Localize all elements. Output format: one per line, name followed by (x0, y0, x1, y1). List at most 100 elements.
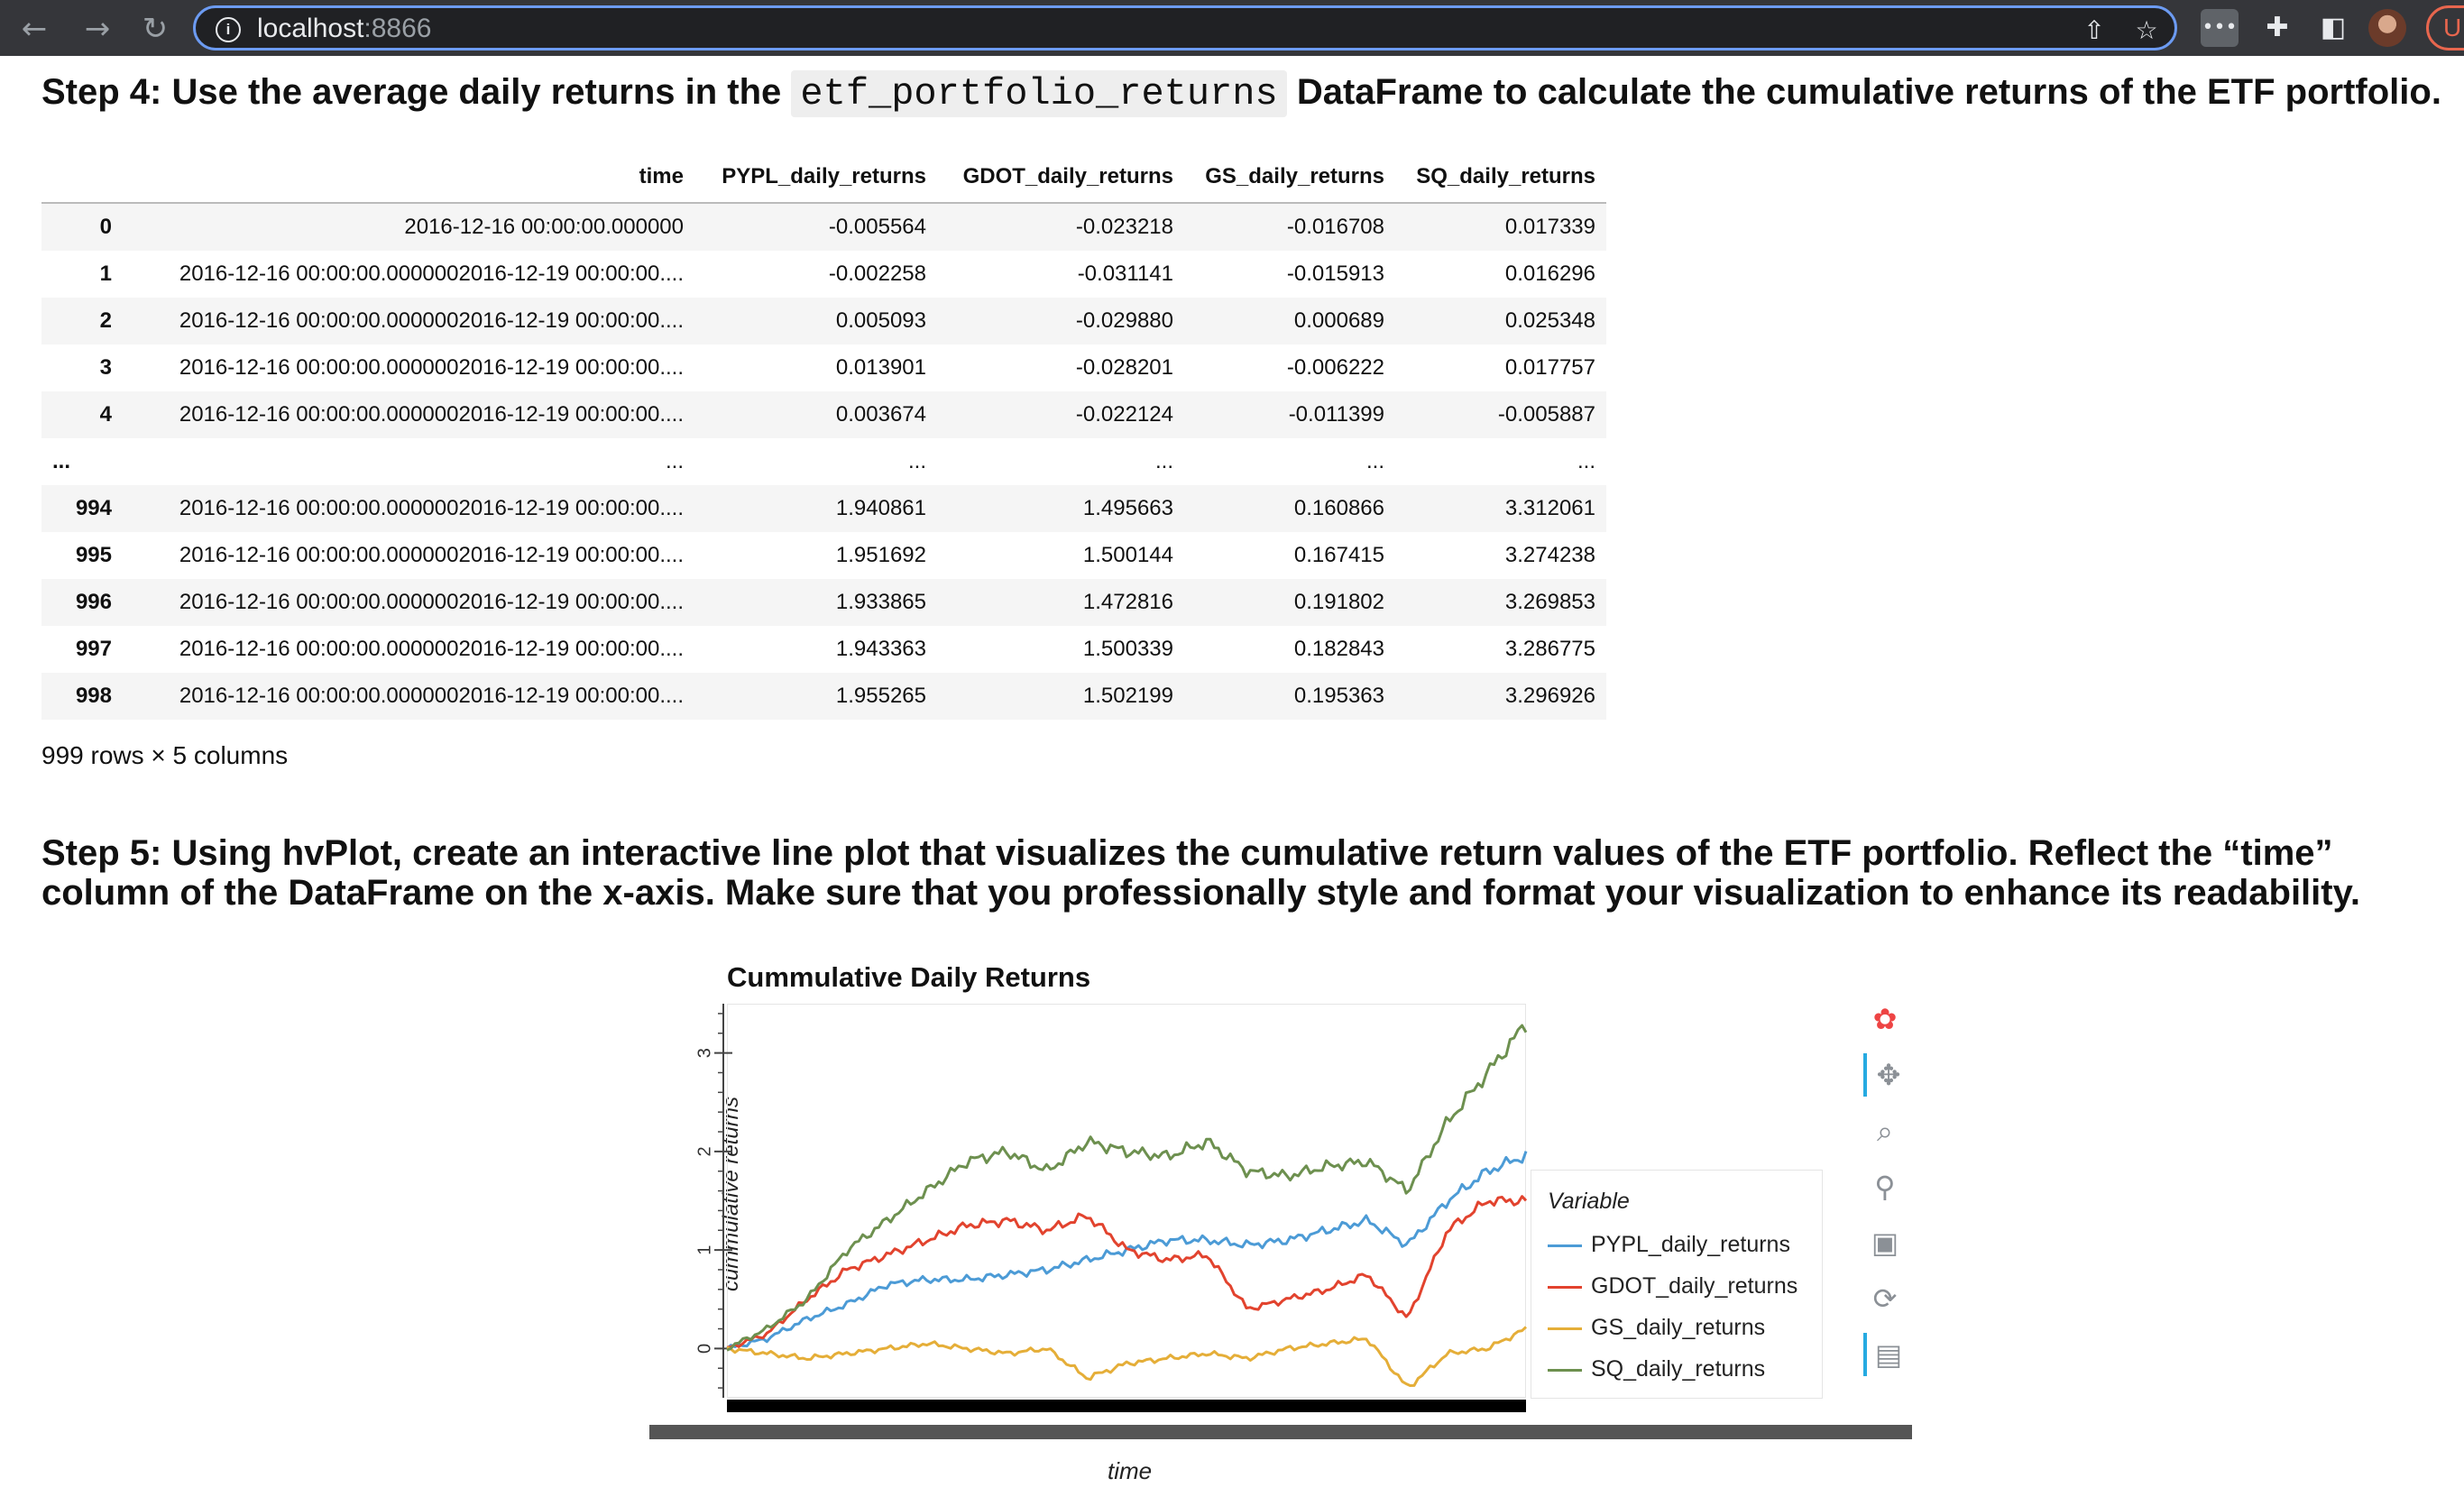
bokeh-logo-icon[interactable]: ✿ (1872, 1002, 1898, 1036)
header-time: time (123, 152, 694, 204)
series-line-GDOT_daily_returns[interactable] (726, 1195, 1528, 1349)
cell-time: 2016-12-16 00:00:00.0000002016-12-19 00:… (179, 402, 684, 427)
cell-gdot: 1.472816 (1082, 590, 1173, 614)
side-panel-icon[interactable]: ◧ (2320, 12, 2347, 43)
cell-gs: -0.006222 (1286, 355, 1384, 380)
table-row: 3 2016-12-16 00:00:00.0000002016-12-19 0… (41, 344, 1606, 391)
back-icon[interactable]: ← (21, 11, 48, 47)
horizontal-scrollbar[interactable] (649, 1425, 1912, 1439)
wheel-zoom-icon[interactable]: ⚲ (1874, 1170, 1896, 1204)
extension-icon[interactable]: ••• (2201, 9, 2239, 47)
puzzle-icon[interactable]: ✚ (2266, 12, 2289, 43)
share-icon[interactable]: ⇧ (2083, 15, 2105, 45)
header-gdot: GDOT_daily_returns (937, 152, 1184, 204)
url-host: localhost (257, 14, 364, 43)
cell-sq: 3.312061 (1504, 496, 1595, 520)
table-row: 995 2016-12-16 00:00:00.0000002016-12-19… (41, 532, 1606, 579)
save-icon[interactable]: ▣ (1871, 1226, 1899, 1260)
x-axis-ticks (727, 1400, 1526, 1412)
y-tick-label: 3 (694, 1048, 714, 1058)
cell-gs: -0.011399 (1288, 402, 1384, 427)
cell-gdot: -0.028201 (1075, 355, 1173, 380)
cell-time: 2016-12-16 00:00:00.0000002016-12-19 00:… (179, 590, 684, 614)
address-bar[interactable]: i localhost:8866 ⇧ ☆ (193, 5, 2177, 51)
hover-icon[interactable]: ▤ (1863, 1333, 1910, 1376)
header-sq: SQ_daily_returns (1395, 152, 1606, 204)
cell-sq: 0.016296 (1504, 262, 1595, 286)
legend-swatch (1548, 1285, 1582, 1289)
series-line-SQ_daily_returns[interactable] (726, 1024, 1528, 1352)
legend-label: GS_daily_returns (1591, 1315, 1766, 1340)
avatar[interactable] (2368, 9, 2406, 47)
cell-gs: ... (1365, 449, 1384, 473)
row-index: ... (52, 449, 71, 473)
cell-sq: ... (1577, 449, 1595, 473)
cell-time: 2016-12-16 00:00:00.0000002016-12-19 00:… (179, 496, 684, 520)
cell-gdot: ... (1154, 449, 1173, 473)
reset-icon[interactable]: ⟳ (1872, 1281, 1898, 1316)
legend-item[interactable]: GS_daily_returns (1548, 1315, 1765, 1342)
chart-toolbar: ✿ ✥ ⌕ ⚲ ▣ ⟳ ▤ (1854, 997, 1917, 1394)
reload-icon[interactable]: ↻ (142, 11, 169, 47)
cell-time: 2016-12-16 00:00:00.0000002016-12-19 00:… (179, 637, 684, 661)
cell-sq: 3.274238 (1504, 543, 1595, 567)
legend-item[interactable]: GDOT_daily_returns (1548, 1273, 1797, 1300)
series-line-GS_daily_returns[interactable] (726, 1326, 1528, 1387)
legend-item[interactable]: SQ_daily_returns (1548, 1356, 1765, 1383)
y-tick-label: 0 (694, 1344, 714, 1354)
table-row: 1 2016-12-16 00:00:00.0000002016-12-19 0… (41, 251, 1606, 298)
table-row: 2 2016-12-16 00:00:00.0000002016-12-19 0… (41, 298, 1606, 344)
series-line-PYPL_daily_returns[interactable] (726, 1151, 1528, 1350)
step4-text-before: Step 4: Use the average daily returns in… (41, 72, 782, 112)
legend-label: SQ_daily_returns (1591, 1356, 1766, 1382)
site-info-icon[interactable]: i (216, 17, 241, 42)
row-count-info: 999 rows × 5 columns (41, 741, 289, 769)
cell-pypl: ... (907, 449, 926, 473)
profile-button[interactable]: U (2426, 5, 2464, 51)
step4-heading: Step 4: Use the average daily returns in… (41, 70, 2441, 117)
line-chart[interactable]: 0 1 2 3 (667, 992, 1533, 1416)
header-gs: GS_daily_returns (1184, 152, 1395, 204)
chart-title: Cummulative Daily Returns (727, 961, 1091, 993)
y-tick-label: 1 (694, 1245, 714, 1255)
box-zoom-icon[interactable]: ⌕ (1877, 1114, 1893, 1148)
cell-pypl: 0.013901 (835, 355, 926, 380)
table-row: 997 2016-12-16 00:00:00.0000002016-12-19… (41, 626, 1606, 673)
cell-time: 2016-12-16 00:00:00.0000002016-12-19 00:… (179, 262, 684, 286)
row-index: 997 (75, 637, 112, 661)
legend-swatch (1548, 1244, 1582, 1247)
table-row: 994 2016-12-16 00:00:00.0000002016-12-19… (41, 485, 1606, 532)
row-index: 995 (75, 543, 112, 567)
legend-item[interactable]: PYPL_daily_returns (1548, 1232, 1790, 1259)
forward-icon[interactable]: → (84, 11, 111, 47)
pan-icon[interactable]: ✥ (1863, 1053, 1910, 1097)
cell-sq: 0.025348 (1504, 308, 1595, 333)
legend-label: GDOT_daily_returns (1591, 1273, 1798, 1299)
cell-gs: 0.000689 (1293, 308, 1384, 333)
cell-pypl: 1.955265 (835, 684, 926, 708)
browser-toolbar: ← → ↻ i localhost:8866 ⇧ ☆ ••• ✚ ◧ U (0, 0, 2464, 56)
cell-sq: 3.296926 (1504, 684, 1595, 708)
cell-gs: -0.016708 (1286, 215, 1384, 239)
step5-heading: Step 5: Using hvPlot, create an interact… (41, 833, 2360, 913)
cell-sq: -0.005887 (1497, 402, 1595, 427)
cell-sq: 3.269853 (1504, 590, 1595, 614)
legend-title: Variable (1548, 1189, 1630, 1214)
cell-pypl: 1.943363 (835, 637, 926, 661)
cell-pypl: -0.002258 (828, 262, 926, 286)
row-index: 2 (99, 308, 112, 333)
url-text[interactable]: localhost:8866 (257, 14, 431, 44)
table-row: 998 2016-12-16 00:00:00.0000002016-12-19… (41, 673, 1606, 720)
header-pypl: PYPL_daily_returns (694, 152, 937, 204)
row-index: 3 (99, 355, 112, 380)
legend-swatch (1548, 1368, 1582, 1372)
x-axis-label: time (1108, 1457, 1153, 1484)
bookmark-star-icon[interactable]: ☆ (2135, 15, 2158, 45)
cell-gdot: -0.023218 (1075, 215, 1173, 239)
cell-gdot: -0.029880 (1075, 308, 1173, 333)
y-tick-label: 2 (694, 1146, 714, 1156)
row-index: 1 (99, 262, 112, 286)
cell-pypl: -0.005564 (828, 215, 926, 239)
cell-time: 2016-12-16 00:00:00.000000 (404, 215, 684, 239)
cell-time: 2016-12-16 00:00:00.0000002016-12-19 00:… (179, 543, 684, 567)
